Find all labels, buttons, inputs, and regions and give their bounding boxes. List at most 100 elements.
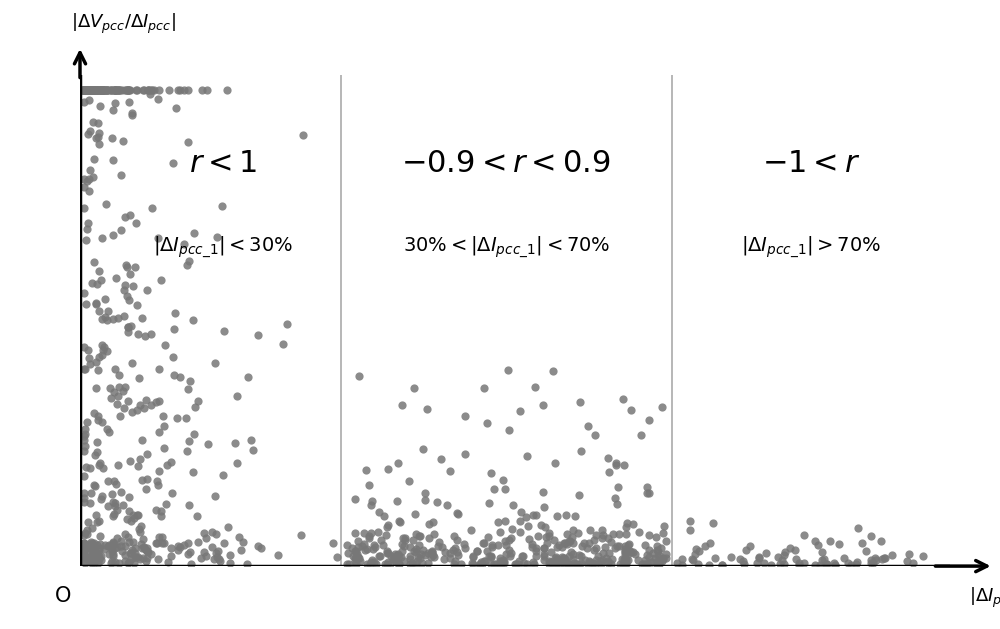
Point	[528, 550, 544, 560]
Point	[541, 556, 557, 566]
Point	[105, 511, 121, 521]
Point	[763, 560, 779, 570]
Point	[641, 552, 657, 562]
Point	[751, 552, 767, 562]
Point	[76, 97, 92, 107]
Point	[136, 403, 152, 413]
Point	[514, 551, 530, 561]
Point	[382, 559, 398, 569]
Point	[127, 543, 143, 553]
Point	[598, 553, 614, 563]
Point	[572, 397, 588, 407]
Point	[597, 542, 613, 552]
Point	[253, 543, 269, 553]
Point	[819, 559, 835, 569]
Point	[639, 488, 655, 498]
Point	[153, 275, 169, 285]
Point	[96, 342, 112, 352]
Point	[580, 421, 596, 431]
Point	[643, 557, 659, 567]
Point	[810, 540, 826, 550]
Point	[132, 554, 148, 564]
Point	[235, 537, 251, 547]
Point	[603, 559, 619, 569]
Point	[130, 461, 146, 471]
Point	[76, 85, 92, 95]
Point	[76, 288, 92, 298]
Point	[76, 539, 92, 549]
Point	[827, 560, 843, 570]
Point	[250, 540, 266, 550]
Point	[394, 400, 410, 410]
Point	[143, 329, 159, 339]
Point	[528, 543, 544, 553]
Point	[84, 553, 100, 563]
Point	[631, 526, 647, 537]
Point	[103, 392, 119, 403]
Point	[367, 542, 383, 552]
Point	[542, 557, 558, 567]
Point	[109, 542, 125, 552]
Point	[103, 85, 119, 95]
Point	[156, 443, 172, 453]
Point	[77, 85, 93, 95]
Point	[82, 543, 98, 554]
Point	[77, 429, 93, 439]
Point	[123, 516, 139, 526]
Point	[633, 430, 649, 440]
Point	[357, 545, 373, 555]
Point	[571, 550, 587, 560]
Point	[494, 559, 510, 569]
Point	[106, 85, 122, 95]
Point	[89, 554, 105, 564]
Point	[139, 449, 155, 459]
Point	[420, 558, 436, 568]
Point	[118, 85, 134, 95]
Point	[442, 548, 458, 558]
Point	[614, 554, 630, 564]
Point	[105, 549, 121, 559]
Point	[77, 85, 93, 95]
Point	[91, 352, 107, 362]
Point	[98, 85, 114, 95]
Point	[351, 371, 367, 381]
Point	[484, 540, 500, 550]
Point	[140, 85, 156, 95]
Point	[250, 330, 266, 340]
Point	[705, 518, 721, 528]
Point	[449, 547, 465, 557]
Point	[117, 382, 133, 392]
Point	[450, 550, 466, 560]
Point	[112, 411, 128, 421]
Point	[655, 528, 671, 538]
Point	[674, 560, 690, 570]
Point	[447, 543, 463, 553]
Point	[476, 538, 492, 548]
Point	[402, 559, 418, 569]
Point	[170, 545, 186, 555]
Point	[108, 273, 124, 283]
Point	[497, 484, 513, 494]
Point	[329, 552, 345, 562]
Point	[615, 559, 631, 569]
Point	[110, 85, 126, 95]
Point	[127, 262, 143, 272]
Point	[701, 560, 717, 570]
Point	[556, 555, 572, 565]
Point	[363, 500, 379, 510]
Point	[190, 537, 206, 547]
Point	[607, 543, 623, 553]
Point	[361, 531, 377, 541]
Point	[208, 530, 224, 540]
Point	[89, 279, 105, 289]
Point	[94, 314, 110, 324]
Point	[770, 552, 786, 562]
Text: $|\Delta I_{pcc\_1}|<30\%$: $|\Delta I_{pcc\_1}|<30\%$	[153, 235, 294, 260]
Point	[505, 500, 521, 510]
Point	[78, 85, 94, 95]
Point	[344, 543, 360, 554]
Point	[109, 505, 125, 515]
Point	[402, 551, 418, 561]
Point	[465, 559, 481, 569]
Text: $r<1$: $r<1$	[189, 149, 258, 178]
